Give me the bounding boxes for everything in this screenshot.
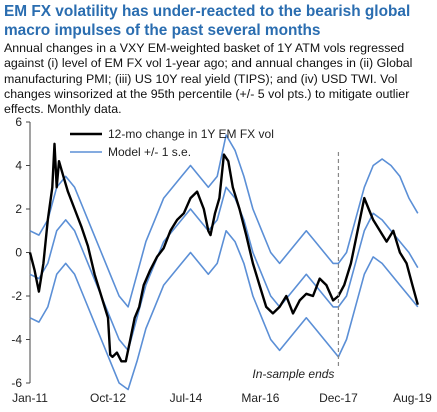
chart-legend: 12-mo change in 1Y EM FX vol Model +/- 1 … bbox=[70, 127, 274, 159]
chart-title: EM FX volatility has under-reacted to th… bbox=[4, 3, 411, 39]
x-tick-label: Aug-19 bbox=[393, 391, 432, 405]
y-tick-label: -6 bbox=[11, 376, 22, 390]
in-sample-ends-label: In-sample ends bbox=[252, 367, 334, 381]
model-band-lower-line bbox=[29, 230, 419, 391]
y-tick-label: 0 bbox=[15, 246, 22, 260]
chart-annotations: In-sample ends bbox=[252, 152, 340, 381]
y-tick-label: 2 bbox=[15, 202, 22, 216]
series-lines bbox=[28, 142, 419, 363]
x-tick-label: Jul-14 bbox=[170, 391, 203, 405]
model-series-line bbox=[29, 186, 419, 352]
x-tick-label: Oct-12 bbox=[90, 391, 126, 405]
x-tick-label: Mar-16 bbox=[241, 391, 279, 405]
legend-label: 12-mo change in 1Y EM FX vol bbox=[108, 127, 274, 141]
model-band-upper-line bbox=[29, 134, 419, 308]
y-tick-label: -4 bbox=[11, 333, 22, 347]
model-band-lines bbox=[29, 134, 419, 391]
chart-subtitle: Annual changes in a VXY EM-weighted bask… bbox=[4, 41, 413, 117]
vol-change-series-line bbox=[28, 142, 419, 363]
y-tick-label: -2 bbox=[11, 289, 22, 303]
x-tick-label: Dec-17 bbox=[319, 391, 358, 405]
y-tick-label: 6 bbox=[15, 115, 22, 129]
chart-axes: -6 -4 -2 0 2 4 6 Jan-11 Oct-12 Jul-14 Mar-16 Dec-17… bbox=[11, 115, 432, 405]
x-tick-label: Jan-11 bbox=[12, 391, 48, 405]
y-tick-label: 4 bbox=[15, 159, 22, 173]
legend-label: Model +/- 1 s.e. bbox=[108, 145, 191, 159]
